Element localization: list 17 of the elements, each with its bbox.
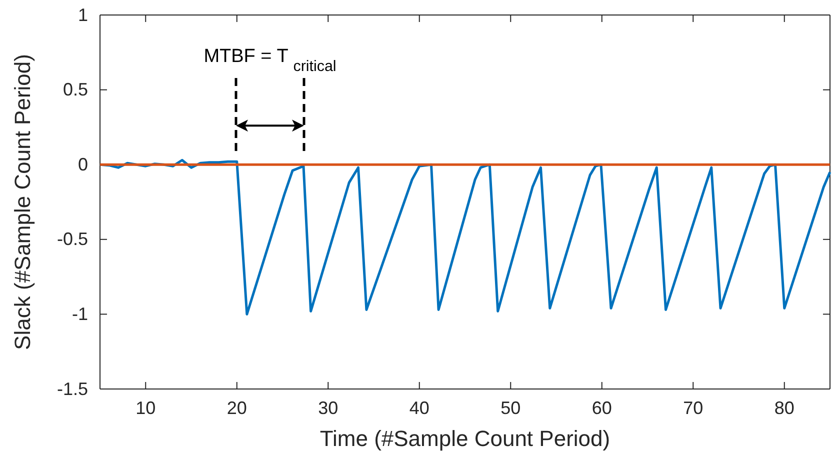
- y-tick-label: -1.5: [56, 378, 88, 399]
- y-tick-label: 0.5: [62, 80, 88, 100]
- x-axis-title: Time (#Sample Count Period): [320, 426, 610, 451]
- x-tick-label: 50: [500, 398, 521, 418]
- x-tick-label: 60: [592, 398, 612, 418]
- x-tick-label: 10: [136, 398, 156, 418]
- y-tick-label: 0: [78, 154, 88, 174]
- y-tick-label: -1: [72, 304, 88, 324]
- x-tick-label: 70: [683, 398, 704, 418]
- annotation: MTBF = T $_{critical}$: [204, 46, 336, 74]
- y-tick-label: 1: [78, 4, 88, 25]
- y-tick-label: -0.5: [56, 229, 88, 250]
- x-tick-label: 80: [774, 398, 794, 418]
- y-axis-title: Slack (#Sample Count Period): [10, 54, 35, 350]
- x-tick-label: 40: [409, 398, 430, 418]
- x-tick-label: 30: [318, 398, 338, 418]
- x-tick-label: 20: [226, 398, 247, 418]
